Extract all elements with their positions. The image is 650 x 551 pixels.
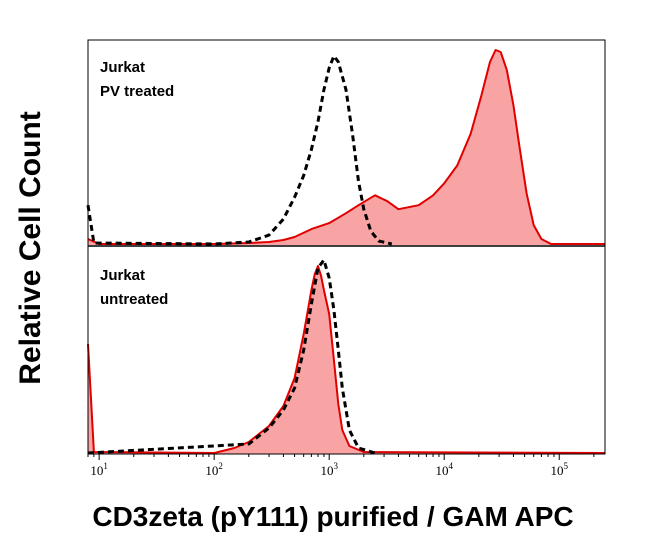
x-axis: 101 102 103 104 105 bbox=[87, 454, 595, 478]
y-axis-label: Relative Cell Count bbox=[14, 111, 47, 384]
filled-histogram-area-1 bbox=[88, 50, 605, 245]
panel-label-2-line-2: untreated bbox=[100, 291, 168, 308]
x-tick-label: 103 bbox=[320, 461, 338, 478]
x-tick-label: 101 bbox=[90, 461, 108, 478]
x-axis-label: CD3zeta (pY111) purified / GAM APC bbox=[92, 501, 573, 532]
panel-label-2-line-1: Jurkat bbox=[100, 267, 145, 284]
histogram-panel-2: Jurkat untreated bbox=[87, 258, 606, 455]
x-tick-label: 102 bbox=[205, 461, 223, 478]
plot-frame bbox=[87, 39, 606, 455]
x-tick-label: 105 bbox=[550, 461, 568, 478]
dashed-histogram-line-2 bbox=[87, 258, 376, 455]
histogram-panel-1: Jurkat PV treated bbox=[86, 49, 605, 246]
plot-area: Jurkat PV treated Jurkat untreated 101 102 103… bbox=[86, 39, 606, 478]
filled-histogram-outline-1 bbox=[87, 49, 605, 245]
panel-label-1-line-1: Jurkat bbox=[100, 59, 145, 76]
x-tick-label: 104 bbox=[435, 461, 453, 478]
dashed-histogram-line-1 bbox=[86, 54, 393, 246]
panel-label-1-line-2: PV treated bbox=[100, 83, 174, 100]
